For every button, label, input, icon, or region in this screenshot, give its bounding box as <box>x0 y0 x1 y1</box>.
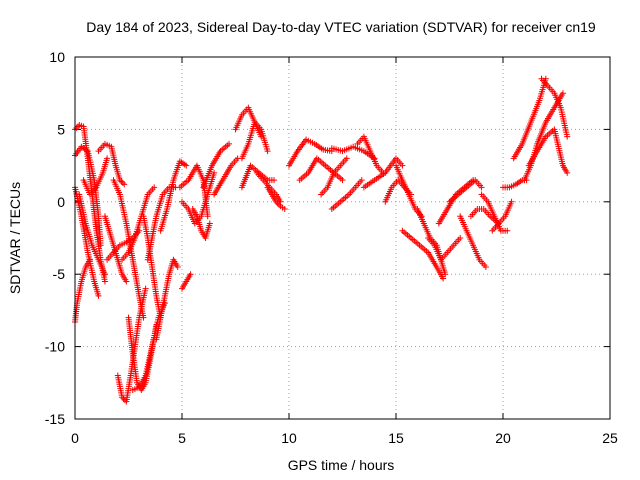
data-point <box>274 200 281 207</box>
y-tick-label: -10 <box>45 339 65 355</box>
data-point <box>271 177 278 184</box>
x-tick-label: 10 <box>281 430 297 446</box>
data-point <box>174 263 181 270</box>
data-point <box>273 198 280 205</box>
data-point <box>523 177 530 184</box>
y-tick-label: 0 <box>57 194 65 210</box>
data-point <box>206 220 213 227</box>
data-point <box>457 235 464 241</box>
data-point <box>564 169 571 176</box>
data-point <box>101 271 108 278</box>
data-point <box>559 90 566 97</box>
data-point <box>504 227 511 234</box>
data-point <box>118 178 125 185</box>
data-point <box>142 285 149 292</box>
y-tick-label: -15 <box>45 411 65 427</box>
data-point <box>264 148 271 155</box>
plot-frame <box>74 56 611 420</box>
y-tick-label: 5 <box>57 121 65 137</box>
grid-lines <box>75 57 610 419</box>
data-point <box>211 169 218 176</box>
data-point <box>187 271 194 278</box>
x-tick-label: 25 <box>602 430 618 446</box>
data-point <box>121 181 128 188</box>
x-tick-label: 20 <box>495 430 511 446</box>
y-axis-label: SDTVAR / TECUs <box>7 182 23 294</box>
data-point <box>123 278 130 285</box>
data-point <box>104 155 111 162</box>
data-point <box>183 162 190 169</box>
data-point <box>399 162 406 169</box>
data-point <box>116 177 123 184</box>
data-point <box>101 278 108 285</box>
data-point <box>564 133 571 140</box>
data-point <box>74 123 81 130</box>
data-point <box>358 177 365 184</box>
data-point <box>95 292 102 299</box>
data-point <box>343 155 350 162</box>
chart-title: Day 184 of 2023, Sidereal Day-to-day VTE… <box>86 19 596 35</box>
data-point <box>97 242 104 249</box>
data-point <box>440 275 447 282</box>
data-point <box>442 271 449 278</box>
x-tick-label: 0 <box>71 430 79 446</box>
data-point <box>120 395 127 402</box>
data-point <box>73 124 80 131</box>
x-axis-label: GPS time / hours <box>288 457 395 473</box>
data-point <box>226 140 233 147</box>
data-point <box>339 177 346 184</box>
data-point <box>508 198 515 205</box>
data-point <box>151 184 158 191</box>
y-tick-label: -5 <box>53 266 66 282</box>
x-tick-label: 15 <box>388 430 404 446</box>
data-point <box>204 213 211 220</box>
data-point <box>119 179 126 186</box>
data-point <box>281 206 288 213</box>
data-points <box>72 75 571 405</box>
data-point <box>276 201 283 208</box>
y-tick-label: 10 <box>49 49 65 65</box>
data-point <box>478 184 485 191</box>
x-tick-label: 5 <box>178 430 186 446</box>
data-point <box>482 263 489 270</box>
